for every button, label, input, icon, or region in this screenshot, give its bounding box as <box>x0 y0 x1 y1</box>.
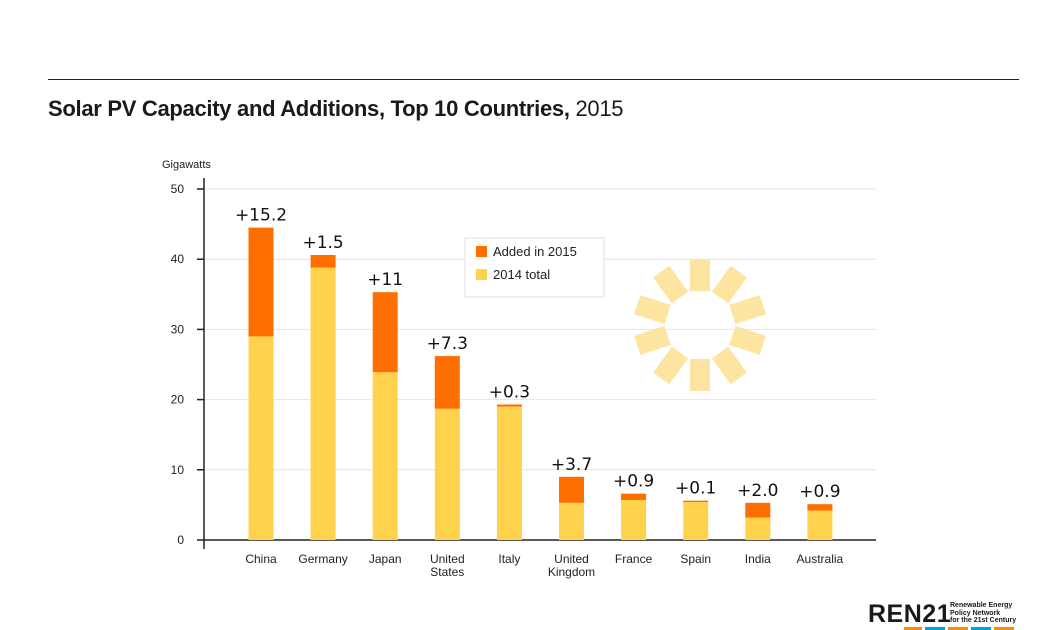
bar-2014-total <box>807 510 833 540</box>
data-label: +15.2 <box>235 206 287 226</box>
data-label: +0.9 <box>799 482 840 502</box>
logo-tagline-1: Renewable Energy <box>950 602 1013 609</box>
bar-added-2015 <box>559 476 584 503</box>
bar-2014-total <box>683 502 709 540</box>
x-tick-label: Italy <box>498 552 520 566</box>
data-label: +11 <box>367 270 403 290</box>
sun-ray-icon <box>729 325 766 355</box>
bar-2014-total <box>310 267 336 540</box>
logo-stripe-4 <box>971 627 991 630</box>
chart-title-main: Solar PV Capacity and Additions, Top 10 … <box>48 96 570 121</box>
legend-label: Added in 2015 <box>493 244 577 259</box>
ren21-logo: REN21 Renewable Energy Policy Network fo… <box>868 600 1020 630</box>
sun-ray-icon <box>711 265 747 304</box>
top-rule <box>48 79 1019 80</box>
sun-ray-icon <box>653 346 689 385</box>
logo-stripe-2 <box>925 627 945 630</box>
data-label: +3.7 <box>551 455 592 475</box>
x-tick-label: United <box>554 552 589 566</box>
logo-tagline-3: for the 21st Century <box>950 617 1017 624</box>
bar-added-2015 <box>434 356 460 409</box>
sun-ray-icon <box>690 259 710 291</box>
y-tick-label: 40 <box>171 252 185 266</box>
x-tick-label: United <box>430 552 465 566</box>
y-tick-label: 0 <box>177 533 184 547</box>
bar-added-2015 <box>621 493 647 500</box>
bar-2014-total <box>559 502 584 540</box>
y-tick-label: 20 <box>171 393 185 407</box>
bar-2014-total <box>745 517 771 540</box>
sun-ray-icon <box>690 359 710 391</box>
legend-swatch <box>476 246 487 257</box>
data-label: +1.5 <box>302 233 343 253</box>
y-axis-label: Gigawatts <box>162 159 211 171</box>
bar-2014-total <box>434 408 460 540</box>
y-tick-label: 30 <box>171 322 185 336</box>
data-label: +2.0 <box>737 481 778 501</box>
logo-stripe-5 <box>994 627 1014 630</box>
bar-added-2015 <box>807 504 833 511</box>
sun-ray-icon <box>711 346 747 385</box>
bar-added-2015 <box>248 227 274 337</box>
data-label: +0.1 <box>675 479 716 499</box>
x-tick-label: Australia <box>797 552 844 566</box>
y-tick-label: 50 <box>171 182 185 196</box>
chart-title: Solar PV Capacity and Additions, Top 10 … <box>48 96 624 122</box>
logo-stripe-3 <box>948 627 968 630</box>
bar-added-2015 <box>496 404 522 407</box>
x-tick-label: India <box>745 552 771 566</box>
x-tick-label: Kingdom <box>548 565 595 579</box>
logo-tagline: Renewable Energy Policy Network for the … <box>950 602 1016 625</box>
bar-2014-total <box>372 372 398 540</box>
x-tick-label: Japan <box>369 552 402 566</box>
logo-tagline-2: Policy Network <box>950 609 1001 617</box>
x-tick-label: China <box>245 552 277 566</box>
data-label: +7.3 <box>427 334 468 354</box>
sun-ray-icon <box>634 295 671 325</box>
legend-swatch <box>476 269 487 280</box>
chart-title-year: 2015 <box>575 96 624 121</box>
bar-added-2015 <box>745 502 771 518</box>
x-tick-label: States <box>430 565 464 579</box>
bar-added-2015 <box>310 254 336 268</box>
x-tick-label: Spain <box>680 552 711 566</box>
logo-ren: REN <box>868 600 923 628</box>
logo-wordmark: REN21 <box>868 600 951 629</box>
logo-stripe-1 <box>904 627 922 630</box>
sun-ray-icon <box>729 295 766 325</box>
bar-2014-total <box>248 336 274 540</box>
bar-2014-total <box>621 499 647 540</box>
logo-21: 21 <box>922 600 952 628</box>
data-label: +0.9 <box>613 472 654 492</box>
legend-label: 2014 total <box>493 267 550 282</box>
bar-added-2015 <box>372 292 398 373</box>
bar-added-2015 <box>683 500 709 503</box>
x-tick-label: France <box>615 552 653 566</box>
y-tick-label: 10 <box>171 463 185 477</box>
data-label: +0.3 <box>489 383 530 403</box>
legend-box <box>464 237 605 298</box>
sun-ray-icon <box>653 265 689 304</box>
sun-ray-icon <box>634 325 671 355</box>
x-tick-label: Germany <box>298 552 347 566</box>
bar-2014-total <box>496 406 522 540</box>
